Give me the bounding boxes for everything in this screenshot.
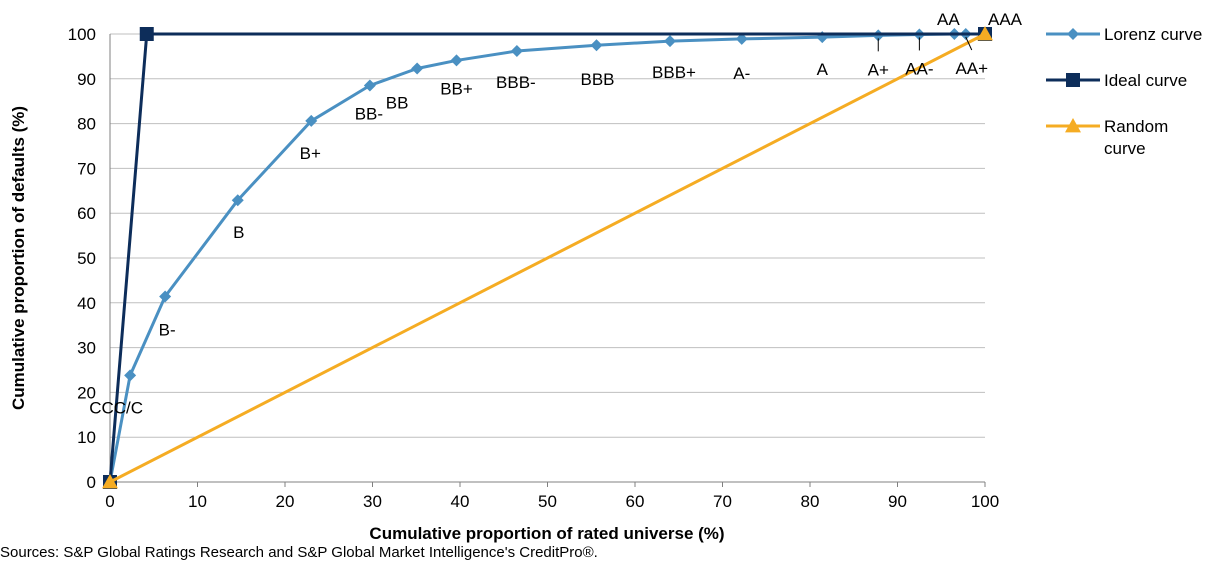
rating-label: BBB bbox=[580, 70, 614, 89]
x-tick-label: 0 bbox=[105, 492, 114, 511]
legend-item-random-curve: Random curve bbox=[1046, 117, 1168, 158]
y-tick-label: 0 bbox=[87, 473, 96, 492]
rating-label: BB- bbox=[355, 105, 383, 124]
lorenz-curve-point bbox=[363, 79, 376, 92]
y-tick-label: 30 bbox=[77, 339, 96, 358]
y-tick-label: 70 bbox=[77, 159, 96, 178]
rating-label: AA- bbox=[905, 59, 933, 78]
rating-label: A bbox=[817, 60, 829, 79]
rating-label: BB bbox=[386, 93, 409, 112]
y-tick-label: 80 bbox=[77, 115, 96, 134]
rating-label: B bbox=[233, 223, 244, 242]
lorenz-curve-point bbox=[510, 45, 523, 58]
x-tick-label: 60 bbox=[626, 492, 645, 511]
legend-label: Ideal curve bbox=[1104, 71, 1187, 90]
y-axis-title: Cumulative proportion of defaults (%) bbox=[9, 106, 28, 410]
lorenz-curve-point bbox=[411, 62, 424, 75]
rating-label: AAA bbox=[988, 10, 1023, 29]
rating-label: CCC/C bbox=[89, 398, 143, 417]
legend-swatch-marker bbox=[1066, 73, 1080, 87]
random-curve-point bbox=[102, 474, 118, 489]
x-tick-label: 80 bbox=[801, 492, 820, 511]
lorenz-curve-point bbox=[159, 290, 172, 303]
legend-swatch-marker bbox=[1067, 28, 1079, 40]
random-curve-series bbox=[102, 26, 993, 489]
rating-leader-line bbox=[965, 36, 973, 51]
x-tick-label: 30 bbox=[363, 492, 382, 511]
legend-label: Random bbox=[1104, 117, 1168, 136]
y-tick-label: 90 bbox=[77, 70, 96, 89]
rating-label: A- bbox=[733, 64, 750, 83]
rating-label: BBB- bbox=[496, 73, 536, 92]
lorenz-curve-point bbox=[231, 194, 244, 207]
lorenz-curve-point bbox=[735, 32, 748, 45]
legend-label: Lorenz curve bbox=[1104, 25, 1202, 44]
rating-label: A+ bbox=[868, 60, 889, 79]
x-tick-label: 50 bbox=[538, 492, 557, 511]
lorenz-chart: 0 10 20 30 40 50 60 70 80 90 100 0 10 20 30 40 50 60 70 80… bbox=[9, 10, 1202, 543]
y-tick-labels: 0 10 20 30 40 50 60 70 80 90 100 bbox=[68, 25, 96, 492]
x-tick-label: 10 bbox=[188, 492, 207, 511]
series-layer bbox=[102, 26, 993, 489]
source-note: Sources: S&P Global Ratings Research and… bbox=[0, 544, 598, 561]
rating-label: B+ bbox=[300, 144, 321, 163]
rating-label: AA bbox=[937, 10, 960, 29]
ideal-curve-point bbox=[139, 27, 154, 41]
lorenz-curve-point bbox=[305, 114, 318, 127]
x-axis-title: Cumulative proportion of rated universe … bbox=[369, 524, 724, 543]
lorenz-curve-point bbox=[664, 35, 676, 48]
x-tick-labels: 0 10 20 30 40 50 60 70 80 90 100 bbox=[105, 492, 999, 511]
x-tick-label: 90 bbox=[888, 492, 907, 511]
y-tick-label: 10 bbox=[77, 428, 96, 447]
lorenz-curve-point bbox=[124, 369, 137, 382]
lorenz-curve-point bbox=[590, 39, 603, 52]
legend: Lorenz curve Ideal curve Random curve bbox=[1046, 25, 1202, 158]
y-tick-label: 50 bbox=[77, 249, 96, 268]
legend-item-lorenz-curve: Lorenz curve bbox=[1046, 25, 1202, 44]
y-tick-label: 100 bbox=[68, 25, 96, 44]
x-tick-label: 40 bbox=[451, 492, 470, 511]
x-tick-label: 100 bbox=[971, 492, 999, 511]
x-tick-label: 20 bbox=[276, 492, 295, 511]
lorenz-curve-point bbox=[450, 54, 463, 67]
legend-swatch-marker bbox=[1065, 118, 1081, 133]
random-curve-line bbox=[109, 32, 986, 484]
legend-label: curve bbox=[1104, 139, 1146, 158]
legend-item-ideal-curve: Ideal curve bbox=[1046, 71, 1187, 90]
rating-label: BBB+ bbox=[652, 63, 696, 82]
rating-label: AA+ bbox=[955, 59, 988, 78]
rating-label: BB+ bbox=[440, 79, 473, 98]
y-tick-label: 60 bbox=[77, 204, 96, 223]
x-tick-label: 70 bbox=[713, 492, 732, 511]
random-curve-point bbox=[977, 26, 993, 41]
y-tick-label: 40 bbox=[77, 294, 96, 313]
y-tick-label: 20 bbox=[77, 383, 96, 402]
rating-label: B- bbox=[159, 321, 176, 340]
